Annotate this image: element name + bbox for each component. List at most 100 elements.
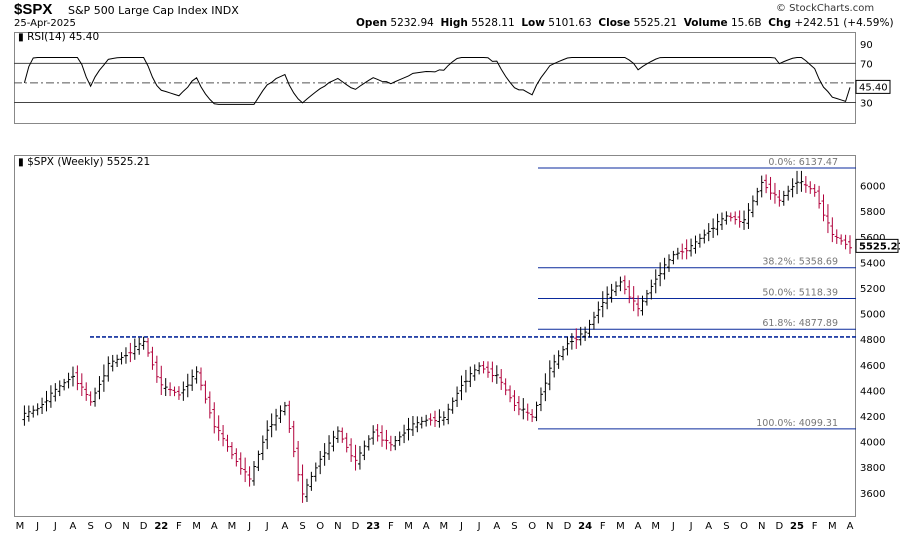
ohlc-bar [212,402,217,434]
ohlc-bar [848,235,852,254]
x-axis-label: N [546,521,553,532]
ohlc-bar [512,390,517,412]
ohlc-bar [172,386,177,397]
ohlc-bar [331,430,336,452]
ohlc-bar [706,223,711,242]
fib-label: 38.2%: 5358.69 [762,257,838,268]
ohlc-bar [812,184,817,197]
x-axis-label: J [53,521,57,532]
ohlc-bar [459,375,464,401]
ohlc-bar [371,425,376,445]
ohlc-bar [790,178,795,198]
ohlc-bar [799,170,804,192]
ohlc-bar [817,185,822,209]
ohlc-bar [181,381,186,401]
x-axis-label: S [723,521,729,532]
ohlc-bar [609,283,614,303]
ohlc-bar [176,386,181,400]
ohlc-bar [229,442,234,460]
ohlc-bar [291,420,296,458]
ohlc-bar [132,338,137,360]
ohlc-bar [503,378,508,396]
ohlc-bar [808,181,813,194]
ohlc-bar [446,403,451,425]
low-label: Low [521,17,545,29]
ohlc-bar [57,380,62,397]
ohlc-bar [269,413,274,438]
price-panel [14,155,856,517]
x-axis-label: S [299,521,305,532]
ohlc-bar [22,405,27,426]
open-value: 5232.94 [390,17,434,29]
ohlc-bar [216,415,221,441]
ohlc-bar [110,354,115,372]
ohlc-bar [516,396,521,416]
x-axis-label: A [423,521,430,532]
x-axis-label: O [104,521,112,532]
ohlc-bar [614,281,619,296]
ohlc-bar [803,176,808,193]
rsi-label-text: RSI(14) 45.40 [27,31,100,43]
ohlc-bar [128,342,133,363]
copyright: © StockCharts.com [776,3,875,14]
price-icon: ▮ [18,156,24,168]
ohlc-bar [666,254,671,272]
ohlc-bar [335,426,340,443]
ohlc-bar [340,427,345,443]
ohlc-bar [737,210,742,228]
x-axis-label: M [440,521,449,532]
ohlc-bar [485,361,490,378]
rsi-icon: ▮ [18,31,24,43]
ohlc-bar [702,229,707,244]
ohlc-bar [715,213,720,236]
ohlc-bar [724,211,729,225]
ohlc-bar [437,409,442,428]
price-label-text: $SPX (Weekly) 5525.21 [27,156,151,168]
ohlc-bar [640,295,645,316]
x-axis-label: F [388,521,394,532]
fib-label: 100.0%: 4099.31 [756,418,838,429]
ohlc-bar [190,369,195,391]
ohlc-bar [821,194,826,222]
ohlc-bar [31,405,36,418]
ohlc-bar [141,336,146,350]
x-axis-label: A [70,521,77,532]
ohlc-bar [569,333,574,350]
x-axis-label: N [334,521,341,532]
ohlc-bar [97,376,102,400]
price-y-tick: 5200 [860,284,885,295]
ohlc-bar [834,229,839,244]
ohlc-bar [711,218,716,238]
ohlc-bar [357,445,362,470]
ohlc-bar [66,372,71,389]
price-y-tick: 4200 [860,412,885,423]
rsi-y-tick: 90 [860,40,873,51]
ohlc-bar [424,414,429,427]
ohlc-bar [463,369,468,393]
rsi-y-tick: 70 [860,59,873,70]
price-y-tick: 5600 [860,233,885,244]
ohlc-bar [684,239,689,260]
price-y-tick: 4800 [860,335,885,346]
ohlc-bar [225,434,230,452]
ohlc-bar [494,365,499,384]
ohlc-bar [468,366,473,388]
ohlc-bar [375,424,380,442]
ohlc-bar [746,203,751,229]
rsi-label: ▮ RSI(14) 45.40 [18,31,99,43]
ohlc-bar [644,289,649,306]
open-label: Open [356,17,388,29]
ohlc-bar [265,420,270,450]
ohlc-bar [675,247,680,260]
ohlc-bar [313,462,318,482]
ohlc-bar [441,411,446,426]
ohlc-bar [353,444,358,471]
ohlc-bar [93,387,98,407]
ohlc-bar [733,211,738,225]
price-label: ▮ $SPX (Weekly) 5525.21 [18,156,150,168]
close-label: Close [598,17,631,29]
x-axis-label: J [689,521,693,532]
x-axis-label: S [511,521,517,532]
ohlc-bar [795,170,800,195]
x-axis-label: 25 [790,521,804,532]
